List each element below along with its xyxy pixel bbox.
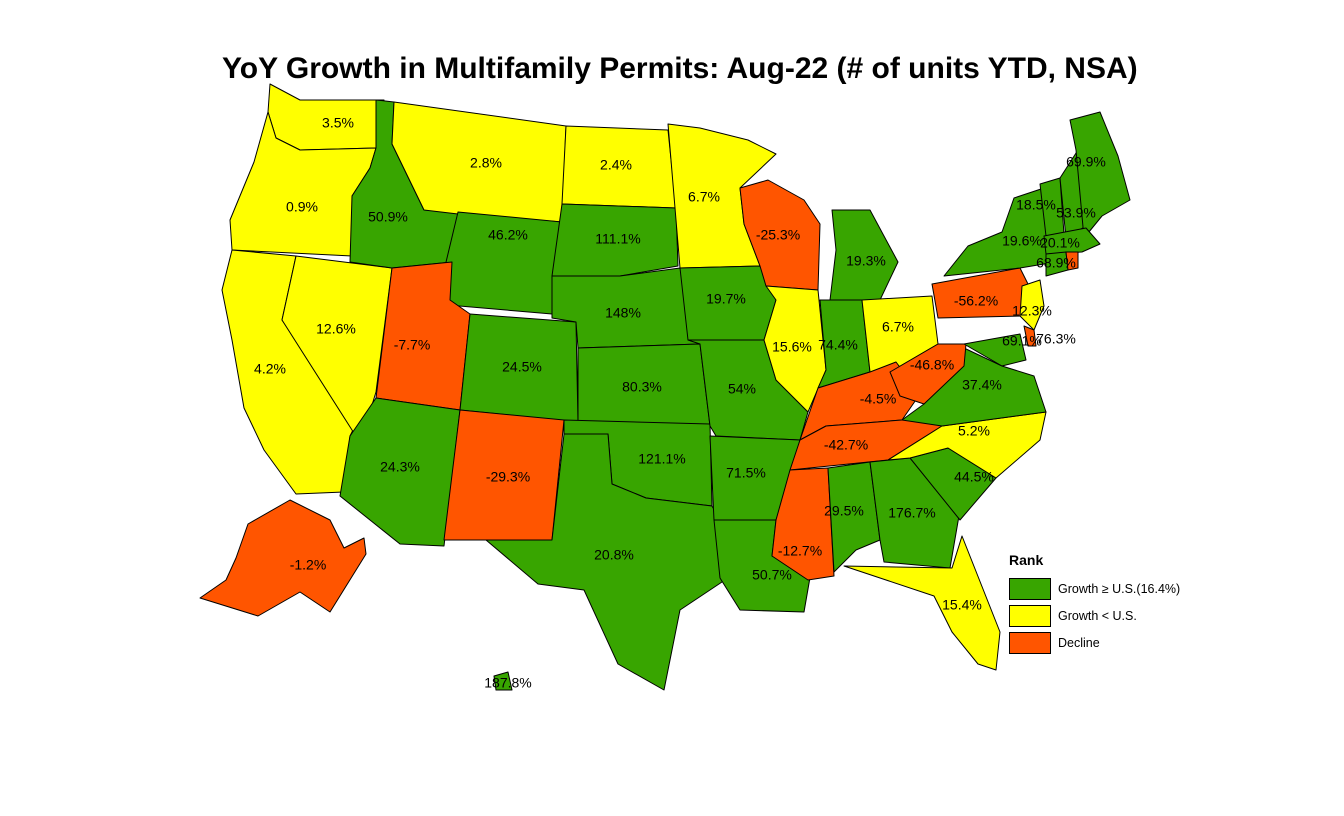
state-il (763, 285, 827, 413)
state-value-label-nh: 53.9% (1056, 205, 1096, 221)
legend-label: Growth ≥ U.S.(16.4%) (1058, 581, 1181, 596)
legend-item-growth-below-us: Growth < U.S. (1009, 602, 1180, 629)
state-value-label-id: 50.9% (368, 209, 408, 225)
state-value-label-vt: 18.5% (1016, 197, 1056, 213)
state-value-label-al: 29.5% (824, 503, 864, 519)
state-value-label-ma: 20.1% (1040, 235, 1080, 251)
state-value-label-mt: 2.8% (470, 155, 502, 171)
state-md (963, 333, 1027, 367)
state-value-label-ga: 176.7% (888, 505, 935, 521)
state-value-label-wv: -46.8% (910, 357, 954, 373)
state-value-label-ca: 4.2% (254, 361, 286, 377)
state-value-label-il: 15.6% (772, 339, 812, 355)
state-tx (485, 433, 729, 691)
legend-swatch (1009, 604, 1051, 627)
legend-item-growth-above-us: Growth ≥ U.S.(16.4%) (1009, 575, 1180, 602)
state-value-label-sd: 111.1% (595, 231, 640, 247)
state-value-label-wi: -25.3% (756, 227, 800, 243)
state-value-label-sc: 44.5% (954, 469, 994, 485)
legend-swatch (1009, 577, 1051, 600)
state-me (1069, 111, 1131, 239)
legend-label: Decline (1058, 635, 1100, 650)
state-value-label-az: 24.3% (380, 459, 420, 475)
state-value-label-nv: 12.6% (316, 321, 356, 337)
state-value-label-wy: 46.2% (488, 227, 528, 243)
state-fl (843, 535, 1001, 671)
legend-swatch (1009, 631, 1051, 654)
legend-title: Rank (1009, 552, 1044, 568)
state-al (827, 461, 881, 573)
state-value-label-hi: 187.8% (484, 675, 531, 691)
legend-item-decline: Decline (1009, 629, 1180, 656)
state-value-label-ky: -4.5% (860, 391, 897, 407)
state-value-label-md: 69.1% (1002, 333, 1042, 349)
state-value-label-nc: 5.2% (958, 423, 990, 439)
state-value-label-me: 69.9% (1066, 154, 1106, 170)
state-value-label-nj: 12.3% (1012, 303, 1052, 319)
state-value-label-fl: 15.4% (942, 597, 982, 613)
state-value-label-va: 37.4% (962, 377, 1002, 393)
state-value-label-co: 24.5% (502, 359, 542, 375)
state-de (1023, 325, 1037, 347)
state-value-label-tx: 20.8% (594, 547, 634, 563)
state-value-label-ny: 19.6% (1002, 233, 1042, 249)
state-value-label-ct: 68.9% (1036, 255, 1076, 271)
state-value-label-oh: 6.7% (882, 319, 914, 335)
legend-label: Growth < U.S. (1058, 608, 1137, 623)
state-value-label-or: 0.9% (286, 199, 318, 215)
state-value-label-ks: 80.3% (622, 379, 662, 395)
state-value-label-mn: 6.7% (688, 189, 720, 205)
state-value-label-de: 76.3% (1036, 331, 1076, 347)
state-value-label-nd: 2.4% (600, 157, 632, 173)
state-ak (199, 499, 367, 617)
state-value-label-la: 50.7% (752, 567, 792, 583)
state-value-label-tn: -42.7% (824, 437, 868, 453)
state-sd (551, 203, 679, 277)
state-value-label-ar: 71.5% (726, 465, 766, 481)
state-value-label-mo: 54% (728, 381, 756, 397)
state-value-label-ne: 148% (605, 305, 641, 321)
state-value-label-pa: -56.2% (954, 293, 998, 309)
state-value-label-wa: 3.5% (322, 115, 354, 131)
state-value-label-ut: -7.7% (394, 337, 431, 353)
state-value-label-ak: -1.2% (290, 557, 327, 573)
state-value-label-mi: 19.3% (846, 253, 886, 269)
map-title: YoY Growth in Multifamily Permits: Aug-2… (222, 52, 1138, 85)
state-value-label-ms: -12.7% (778, 543, 822, 559)
legend: Rank Growth ≥ U.S.(16.4%) Growth < U.S. … (1009, 552, 1180, 656)
state-value-label-ok: 121.1% (638, 451, 685, 467)
state-hi (493, 671, 513, 691)
state-value-label-nm: -29.3% (486, 469, 530, 485)
state-nj (1019, 279, 1045, 331)
state-wv (889, 343, 967, 405)
state-ma (1043, 227, 1101, 255)
state-value-label-ia: 19.7% (706, 291, 746, 307)
state-value-label-in: 74.4% (818, 337, 858, 353)
state-ri (1065, 251, 1079, 271)
